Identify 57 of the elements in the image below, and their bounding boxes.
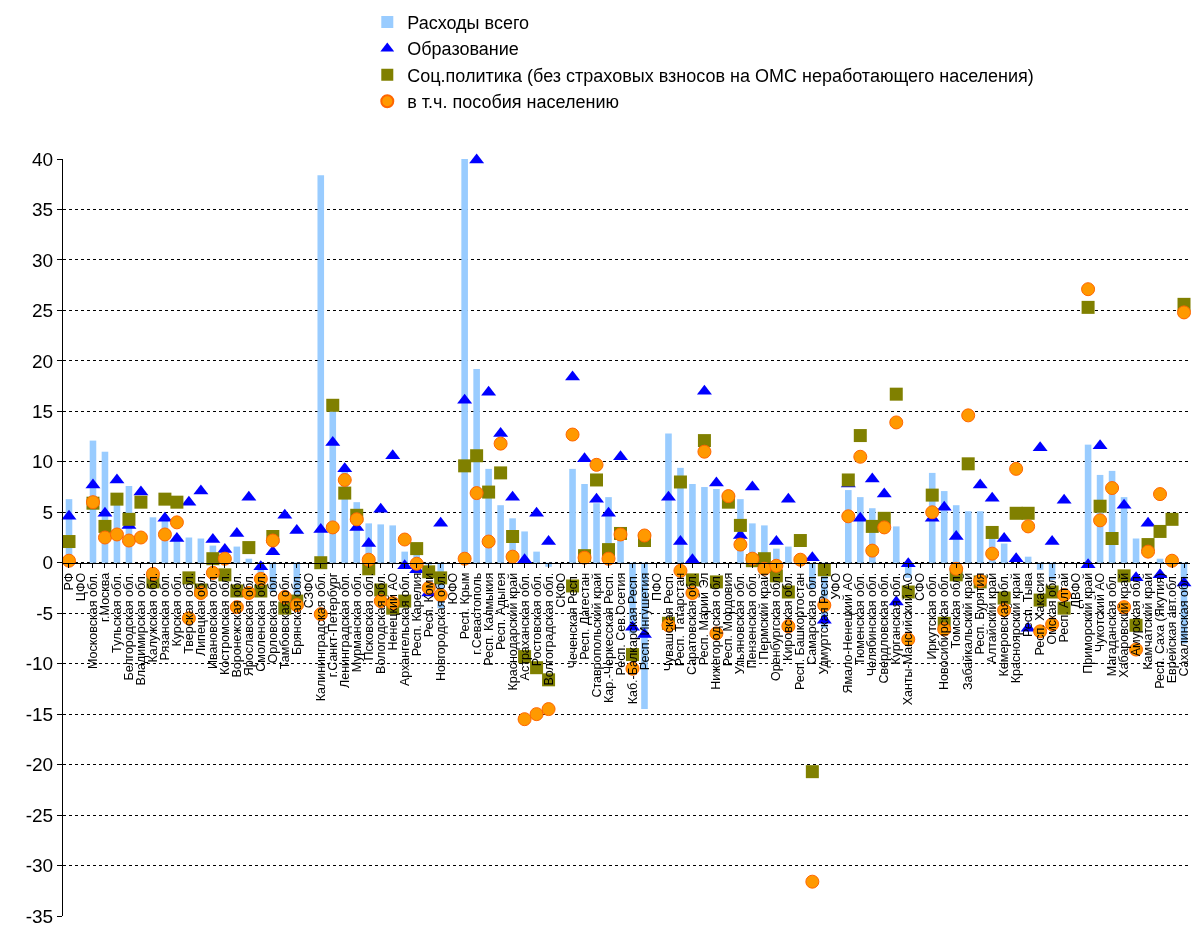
x-tick-label: Сахалинская обл. <box>1177 572 1192 677</box>
x-tick-label: Московская обл. <box>86 572 101 670</box>
x-tick-label: ЦФО <box>74 572 89 602</box>
x-tick-label: Орловская обл. <box>265 572 280 664</box>
y-tick-label: 5 <box>42 501 54 523</box>
y-tick-label: -35 <box>25 905 54 927</box>
x-tick-label: ЮФО <box>445 572 460 605</box>
x-tick-label: Брянская обл. <box>289 572 304 655</box>
x-tick-label: Архангельская обл. <box>397 572 412 686</box>
x-tick-label: Респ. Крым <box>457 572 472 640</box>
y-tick-label: -30 <box>25 855 54 877</box>
legend-label: Соц.политика (без страховых взносов на ОМС неработающего населения) <box>407 65 1034 86</box>
x-tick-label: г.Севастополь <box>469 572 484 655</box>
x-tick-label: Чувашская Респ. <box>661 572 676 672</box>
y-tick-label: 15 <box>32 400 54 422</box>
x-tick-label: Вологодская обл. <box>373 572 388 674</box>
x-tick-label: Алтайский край <box>985 572 1000 664</box>
y-tick-label: 10 <box>32 451 54 473</box>
y-tick-label: 25 <box>32 300 54 322</box>
x-tick-label: Курская обл. <box>169 572 184 647</box>
y-tick-label: 20 <box>32 350 54 372</box>
x-tick-label: ДВФО <box>1069 572 1084 609</box>
y-tick-label: 30 <box>32 249 54 271</box>
x-tick-label: Костромская обл. <box>217 572 232 675</box>
x-tick-label: Камчатский край <box>1141 572 1156 670</box>
x-tick-label: Респ. Калмыкия <box>481 572 496 666</box>
y-tick-label: 35 <box>32 199 54 221</box>
x-tick-label: Новгородская обл. <box>433 572 448 682</box>
x-tick-label: Белгородская обл. <box>122 572 136 681</box>
x-tick-label: Респ. Дагестан <box>577 572 592 660</box>
y-tick-label: 40 <box>32 148 54 170</box>
y-tick-label: -10 <box>25 653 54 675</box>
x-tick-label: Ростовская обл. <box>529 572 544 667</box>
x-tick-label: Каб.-Балкарская Респ. <box>625 572 640 705</box>
x-tick-label: Ханты-Мансийский АО <box>901 572 916 706</box>
x-tick-label: СЗФО <box>301 572 316 609</box>
x-tick-label: Респ. Адыгея <box>493 572 508 651</box>
x-tick-label: СКФО <box>553 572 568 608</box>
x-tick-label: Респ. Алтай <box>1057 572 1072 643</box>
y-tick-label: 0 <box>42 552 54 574</box>
legend-label: Расходы всего <box>407 13 530 34</box>
x-tick-label: Хабаровский край <box>1117 572 1132 678</box>
legend-label: Образование <box>407 39 519 60</box>
x-tick-label: РФ <box>62 572 77 591</box>
x-tick-label: Калининградская обл. <box>313 572 328 702</box>
y-tick-label: -5 <box>36 602 54 624</box>
y-tick-label: -25 <box>25 804 54 826</box>
y-tick-label: -20 <box>25 754 54 776</box>
x-tick-label: Чеченская Респ. <box>565 572 580 669</box>
x-tick-label: Забайкальский край <box>961 572 976 691</box>
y-tick-label: -15 <box>25 703 54 725</box>
x-tick-label: Красноярский край <box>1009 572 1024 684</box>
x-tick-label: Волгоградская обл. <box>541 572 556 686</box>
x-tick-label: Пермский край <box>757 572 772 660</box>
x-tick-label: Респ. Карелия <box>409 572 424 657</box>
x-tick-label: ПФО <box>649 572 664 601</box>
legend-label: в т.ч. пособия населению <box>407 92 619 113</box>
